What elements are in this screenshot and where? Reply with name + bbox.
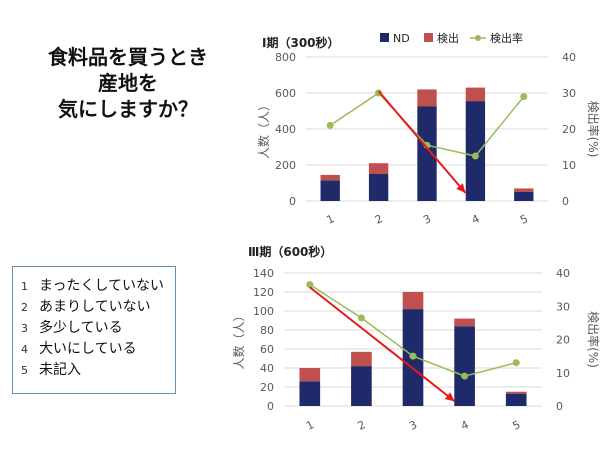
legend-swatch-detected: [424, 33, 433, 42]
chart-period-3: 0 20 40 60 80 100 120 140 0 10 20 30 40 1 2 3 4 5 Ⅲ期（600秒）…: [231, 244, 600, 433]
y2-tick-label: 20: [556, 334, 570, 347]
chart-title: Ⅰ期（300秒）: [262, 35, 340, 50]
y-tick-label: 400: [275, 123, 296, 136]
x-tick-label: 4: [470, 212, 482, 227]
bar-nd: [299, 381, 321, 406]
y-axis-title: 人数（人）: [256, 99, 271, 159]
y-tick-label: 100: [253, 305, 274, 318]
legend-label: ND: [393, 32, 410, 45]
chart-period-1: 0 200 400 600 800 0 10 20 30 40 1 2 3 4 5 Ⅰ期（300秒） 人数（人）…: [256, 31, 600, 227]
y-tick-label: 0: [267, 400, 274, 413]
y-tick-label: 0: [289, 195, 296, 208]
chart-title: Ⅲ期（600秒）: [248, 244, 332, 259]
y-tick-label: 600: [275, 87, 296, 100]
y2-axis-title: 検出率(%): [586, 311, 600, 368]
y2-tick-label: 0: [556, 400, 563, 413]
x-tick-label: 1: [324, 212, 336, 227]
x-tick-label: 2: [356, 418, 368, 433]
y2-tick-label: 10: [562, 159, 576, 172]
slide-title: 食料品を買うとき 産地を 気にしますか？: [28, 44, 228, 122]
slide-title-line: 気にしますか？: [58, 97, 198, 121]
y-tick-label: 80: [260, 324, 274, 337]
bar-detected: [514, 188, 534, 192]
chart-legend: ND 検出 検出率: [380, 31, 523, 45]
x-tick-label: 5: [510, 418, 522, 433]
bar-detected: [351, 351, 372, 367]
answer-option-text: まったくしていない: [39, 278, 165, 294]
y2-tick-label: 40: [562, 51, 576, 64]
x-tick-label: 3: [407, 418, 419, 433]
y-tick-label: 40: [260, 362, 274, 375]
rate-point: [409, 352, 417, 360]
answer-option-number: 5: [21, 364, 28, 377]
y2-tick-label: 40: [556, 267, 570, 280]
y-tick-label: 120: [253, 286, 274, 299]
bar-detected: [465, 87, 486, 102]
rate-point: [471, 152, 479, 160]
bar-nd: [505, 393, 527, 406]
y2-tick-label: 10: [556, 367, 570, 380]
legend-label: 検出率: [490, 31, 523, 45]
bar-detected: [368, 163, 389, 174]
slide-title-line: 産地を: [98, 71, 158, 95]
bar-detected: [402, 292, 424, 310]
bar-nd: [514, 192, 534, 201]
answer-option: 3 多少している: [21, 316, 175, 337]
y-tick-label: 140: [253, 267, 274, 280]
bar-nd: [465, 101, 486, 201]
y2-axis-title: 検出率(%): [586, 101, 600, 158]
answer-option-text: 未記入: [39, 362, 81, 378]
answer-option: 2 あまりしていない: [21, 295, 175, 316]
trend-arrow-head: [456, 183, 466, 193]
bar-nd: [320, 180, 340, 201]
bar-detected: [454, 318, 475, 327]
bar-detected: [505, 391, 527, 394]
y-tick-label: 20: [260, 381, 274, 394]
answer-option: 1 まったくしていない: [21, 274, 175, 295]
answer-option-number: 4: [21, 343, 28, 356]
y-axis-title: 人数（人）: [231, 309, 246, 369]
rate-point: [520, 93, 528, 101]
x-tick-label: 1: [304, 418, 316, 433]
rate-point: [357, 314, 365, 322]
x-tick-label: 4: [459, 418, 471, 433]
bar-nd: [368, 174, 389, 201]
trend-arrow-line: [309, 286, 456, 403]
bar-detected: [417, 89, 437, 107]
answer-option: 4 大いにしている: [21, 337, 175, 358]
bar-nd: [417, 106, 437, 201]
x-tick-label: 3: [421, 212, 433, 227]
answer-option-text: あまりしていない: [39, 299, 151, 315]
y2-tick-label: 20: [562, 123, 576, 136]
rate-point: [306, 281, 314, 289]
legend-swatch-nd: [380, 33, 389, 42]
answer-option: 5 未記入: [21, 358, 175, 379]
bar-detected: [320, 174, 340, 181]
trend-arrow-head: [444, 392, 455, 402]
y-tick-label: 200: [275, 159, 296, 172]
answer-option-number: 1: [21, 280, 28, 293]
legend-label: 検出: [437, 31, 459, 45]
slide-title-line: 食料品を買うとき: [48, 45, 208, 69]
answer-option-text: 大いにしている: [39, 341, 137, 357]
rate-point: [512, 359, 520, 367]
bar-detected: [299, 368, 321, 382]
y-tick-label: 800: [275, 51, 296, 64]
y2-tick-label: 30: [562, 87, 576, 100]
y-tick-label: 60: [260, 343, 274, 356]
answer-option-text: 多少している: [39, 320, 123, 336]
bar-nd: [454, 326, 475, 406]
answer-option-number: 2: [21, 301, 28, 314]
answer-option-number: 3: [21, 322, 28, 335]
bar-nd: [351, 366, 372, 406]
rate-point: [461, 372, 469, 380]
x-tick-label: 5: [518, 212, 530, 227]
legend-swatch-rate-point: [475, 35, 481, 41]
rate-point: [326, 121, 334, 129]
trend-arrow-line: [377, 90, 467, 194]
y2-tick-label: 0: [562, 195, 569, 208]
x-tick-label: 2: [373, 212, 385, 227]
y2-tick-label: 30: [556, 300, 570, 313]
